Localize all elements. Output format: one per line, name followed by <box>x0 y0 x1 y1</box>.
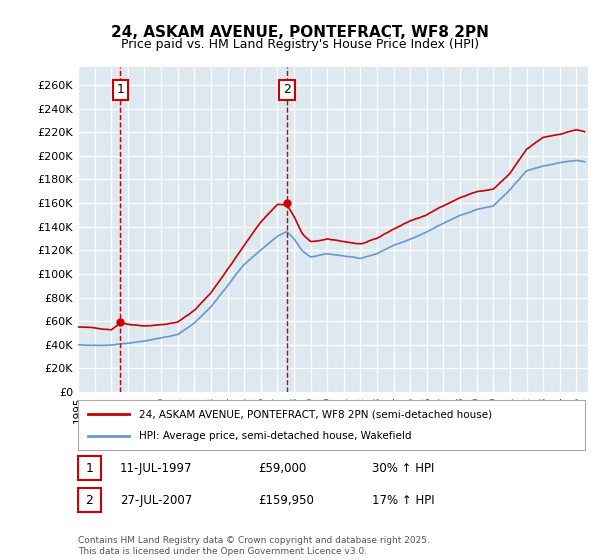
Text: 17% ↑ HPI: 17% ↑ HPI <box>372 493 434 507</box>
Text: 2: 2 <box>85 493 94 507</box>
Text: 24, ASKAM AVENUE, PONTEFRACT, WF8 2PN (semi-detached house): 24, ASKAM AVENUE, PONTEFRACT, WF8 2PN (s… <box>139 409 492 419</box>
Text: 1: 1 <box>116 83 124 96</box>
Text: 2: 2 <box>283 83 291 96</box>
Text: HPI: Average price, semi-detached house, Wakefield: HPI: Average price, semi-detached house,… <box>139 431 412 441</box>
Text: 30% ↑ HPI: 30% ↑ HPI <box>372 461 434 475</box>
Text: 27-JUL-2007: 27-JUL-2007 <box>120 493 192 507</box>
Text: Contains HM Land Registry data © Crown copyright and database right 2025.
This d: Contains HM Land Registry data © Crown c… <box>78 536 430 556</box>
Text: Price paid vs. HM Land Registry's House Price Index (HPI): Price paid vs. HM Land Registry's House … <box>121 38 479 50</box>
Text: 24, ASKAM AVENUE, PONTEFRACT, WF8 2PN: 24, ASKAM AVENUE, PONTEFRACT, WF8 2PN <box>111 25 489 40</box>
Text: £59,000: £59,000 <box>258 461 306 475</box>
Text: 1: 1 <box>85 461 94 475</box>
Text: 11-JUL-1997: 11-JUL-1997 <box>120 461 193 475</box>
Text: £159,950: £159,950 <box>258 493 314 507</box>
